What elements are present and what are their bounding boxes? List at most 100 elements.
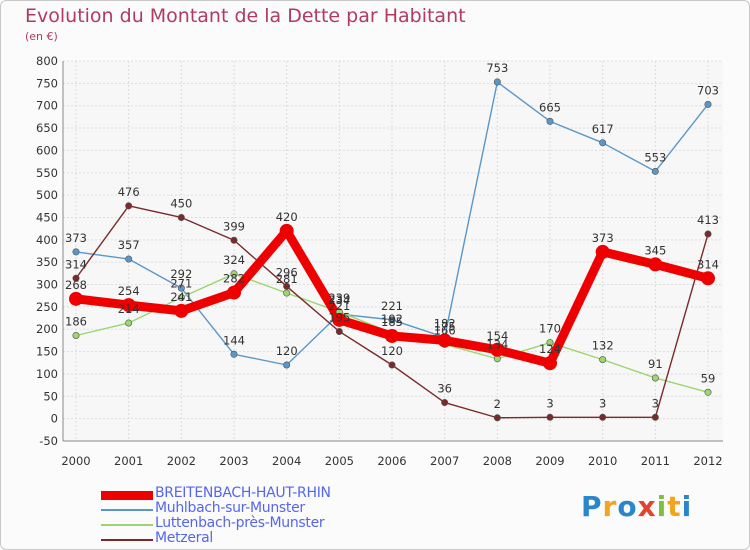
x-tick-label: 2004: [272, 454, 301, 468]
logo-letter: i: [656, 490, 668, 523]
data-point: [651, 167, 659, 175]
data-label: 282: [223, 272, 245, 286]
data-point: [704, 100, 712, 108]
x-tick-label: 2012: [693, 454, 722, 468]
logo-letter: t: [667, 490, 682, 523]
data-point: [332, 312, 347, 327]
data-point: [595, 244, 610, 259]
data-label: 132: [592, 339, 614, 353]
data-label: 214: [118, 302, 140, 316]
data-label: 373: [592, 231, 614, 245]
data-label: 221: [381, 299, 403, 313]
y-tick-label: 600: [36, 143, 58, 157]
data-label: 753: [486, 61, 508, 75]
data-label: 154: [486, 329, 508, 343]
data-label: 399: [223, 219, 245, 233]
data-point: [174, 303, 189, 318]
data-label: 703: [697, 83, 719, 97]
y-tick-label: 550: [36, 166, 58, 180]
data-label: 182: [434, 316, 456, 330]
y-tick-label: 250: [36, 300, 58, 314]
data-point: [546, 339, 554, 347]
plot-area: [63, 61, 723, 441]
data-point: [227, 285, 241, 300]
data-point: [651, 413, 659, 421]
x-tick-label: 2005: [325, 454, 354, 468]
data-label: 234: [328, 293, 350, 307]
data-label: 314: [65, 257, 87, 271]
y-tick-label: 750: [36, 76, 58, 90]
data-point: [230, 350, 238, 358]
data-label: 186: [65, 314, 87, 328]
data-label: 120: [381, 344, 403, 358]
data-point: [177, 293, 185, 301]
data-label: 185: [381, 315, 403, 329]
data-point: [283, 289, 291, 297]
data-label: 192: [381, 312, 403, 326]
data-label: 373: [65, 231, 87, 245]
legend-swatch: [101, 508, 153, 511]
logo-letter: r: [602, 490, 618, 523]
data-label: 292: [170, 267, 192, 281]
data-label: 3: [652, 396, 659, 410]
data-point: [493, 78, 501, 86]
data-point: [283, 361, 291, 369]
data-label: 195: [328, 310, 350, 324]
y-tick-label: 400: [36, 233, 58, 247]
data-label: 3: [599, 396, 606, 410]
chart-title: Evolution du Montant de la Dette par Hab…: [25, 5, 466, 27]
y-tick-label: 650: [36, 121, 58, 135]
x-tick-label: 2007: [430, 454, 459, 468]
data-label: 241: [170, 290, 192, 304]
x-tick-label: 2000: [61, 454, 90, 468]
x-tick-label: 2010: [588, 454, 617, 468]
data-point: [493, 414, 501, 422]
data-point: [599, 139, 607, 147]
data-point: [72, 331, 80, 339]
data-label: 345: [644, 243, 666, 257]
data-label: 144: [223, 333, 245, 347]
y-tick-label: 100: [36, 367, 58, 381]
logo-letter: o: [617, 490, 638, 523]
data-point: [69, 291, 83, 306]
data-label: 36: [437, 382, 452, 396]
data-label: 2: [494, 397, 501, 411]
data-point: [701, 271, 715, 286]
data-point: [388, 361, 396, 369]
x-tick-label: 2002: [167, 454, 196, 468]
data-point: [651, 374, 659, 382]
y-tick-label: 800: [36, 54, 58, 68]
legend-label: Luttenbach-près-Munster: [155, 515, 325, 531]
data-label: 239: [328, 291, 350, 305]
data-label: 324: [223, 253, 245, 267]
data-label: 175: [434, 319, 456, 333]
logo-letter: x: [637, 490, 657, 523]
data-point: [648, 257, 663, 272]
y-tick-label: 0: [51, 412, 58, 426]
x-tick-label: 2006: [377, 454, 406, 468]
y-tick-label: 50: [43, 389, 58, 403]
data-label: 281: [276, 272, 298, 286]
y-tick-label: 200: [36, 322, 58, 336]
data-label: 420: [276, 210, 298, 224]
x-tick-label: 2011: [641, 454, 670, 468]
data-label: 476: [118, 185, 140, 199]
x-tick-label: 2001: [114, 454, 143, 468]
data-point: [125, 202, 133, 210]
data-point: [125, 255, 133, 263]
data-point: [385, 328, 399, 343]
data-label: 170: [539, 322, 561, 336]
data-point: [283, 282, 291, 290]
legend-swatch: [101, 490, 153, 500]
data-label: 271: [170, 276, 192, 290]
data-label: 314: [697, 257, 719, 271]
data-point: [704, 230, 712, 238]
y-tick-label: 700: [36, 99, 58, 113]
data-label: 617: [592, 122, 614, 136]
data-label: 3: [546, 396, 553, 410]
y-tick-label: -50: [39, 434, 58, 448]
logo-letter: P: [581, 490, 603, 523]
y-tick-label: 150: [36, 345, 58, 359]
x-tick-label: 2008: [483, 454, 512, 468]
